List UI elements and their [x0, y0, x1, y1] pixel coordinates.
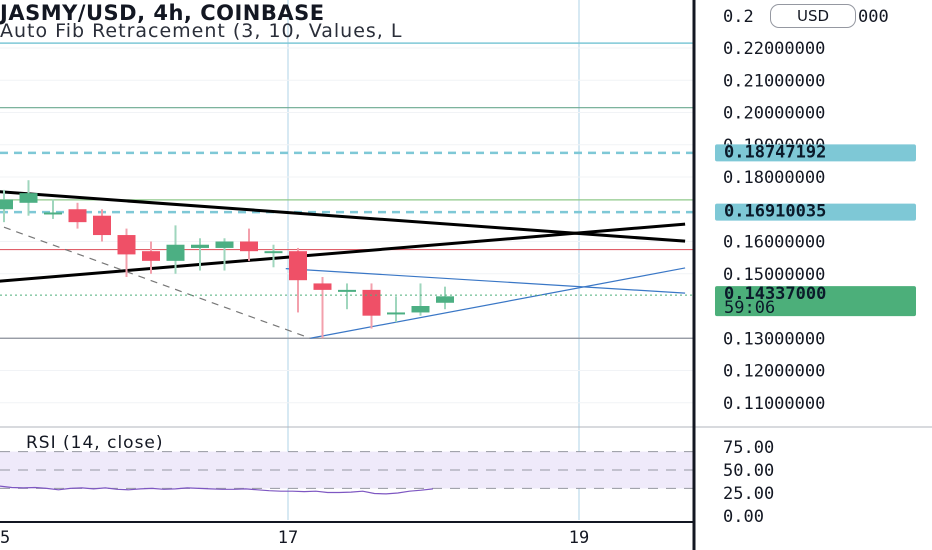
time-tick-label: 5 — [0, 528, 10, 548]
price-tick-label: 0.2 — [723, 7, 754, 27]
rsi-tick-label: 50.00 — [723, 461, 774, 481]
fib-levels — [0, 42, 693, 339]
rsi-tick-label: 0.00 — [723, 507, 764, 527]
price-label: 0.18747192 — [724, 142, 826, 162]
price-tick-label: 0.15000000 — [723, 265, 825, 285]
candle-body — [436, 296, 454, 303]
rsi-tick-label: 75.00 — [723, 438, 774, 458]
trendline — [0, 222, 686, 283]
trendline — [285, 267, 686, 294]
candle-body — [289, 251, 307, 281]
candle-body — [240, 241, 258, 252]
candle-body — [44, 212, 62, 215]
rsi-line — [0, 485, 433, 495]
trendlines — [0, 190, 686, 339]
price-tick-label: 0.22000000 — [723, 39, 825, 59]
rsi-pane: RSI (14, close) — [0, 426, 932, 495]
chart-title: JASMY/USD, 4h, COINBASE — [0, 1, 325, 25]
price-tick-label: 0.12000000 — [723, 362, 825, 382]
indicator-legend[interactable]: Auto Fib Retracement (3, 10, Values, L — [0, 20, 403, 42]
candle-body — [93, 215, 111, 236]
price-tick-label: 0.16000000 — [723, 233, 825, 253]
price-tick-label: 0.20000000 — [723, 104, 825, 124]
price-tick-label: 0.13000000 — [723, 329, 825, 349]
candle-body — [117, 235, 136, 255]
price-label-box — [715, 203, 916, 221]
candle-body — [215, 241, 234, 248]
candles — [0, 180, 693, 339]
price-tick-label: 000 — [858, 7, 889, 27]
candle-body — [191, 244, 209, 248]
countdown-label: 59:06 — [724, 298, 775, 318]
price-tick-label: 0.21000000 — [723, 71, 825, 91]
trendline — [0, 225, 311, 339]
candle-body — [19, 193, 38, 203]
time-tick-label: 17 — [278, 528, 298, 548]
rsi-legend: RSI (14, close) — [26, 433, 164, 453]
candle-body — [68, 209, 87, 223]
candle-body — [338, 289, 356, 292]
price-tick-label: 0.11000000 — [723, 394, 825, 414]
price-tick-label: 0.18000000 — [723, 168, 825, 188]
trendline — [310, 267, 686, 339]
candle-body — [411, 306, 430, 313]
rsi-tick-label: 25.00 — [723, 484, 774, 504]
candle-body — [166, 244, 185, 261]
price-label-box — [715, 286, 916, 317]
candle-body — [313, 283, 332, 290]
candle-body — [0, 199, 13, 210]
candle-body — [264, 251, 283, 254]
candle-body — [142, 251, 160, 261]
price-label-box — [715, 144, 916, 162]
candle-body — [362, 289, 381, 316]
price-label: 0.16910035 — [724, 202, 826, 222]
currency-button[interactable]: USD — [770, 4, 856, 28]
candle-body — [387, 312, 405, 315]
price-label: 0.14337000 — [724, 284, 826, 304]
time-tick-label: 19 — [569, 528, 589, 548]
